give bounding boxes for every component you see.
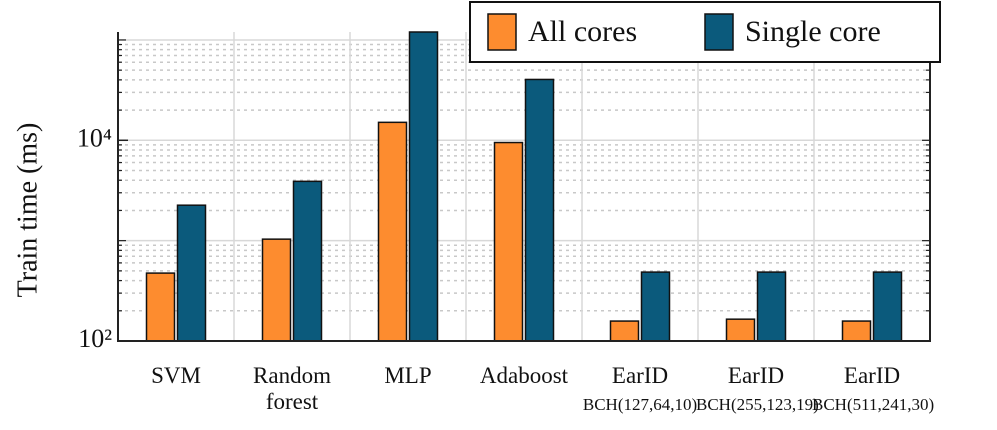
bar xyxy=(609,320,640,342)
x-tick-sublabel: BCH(255,123,19) xyxy=(696,395,819,414)
y-axis-label: Train time (ms) xyxy=(12,123,43,298)
bar xyxy=(524,78,555,342)
bar xyxy=(841,320,872,342)
x-tick-label: EarID xyxy=(611,363,669,388)
bar xyxy=(145,272,176,342)
y-tick-label: 10² xyxy=(78,324,112,353)
bar xyxy=(493,141,524,342)
x-tick-label: Adaboost xyxy=(479,363,569,388)
x-tick-label: EarID xyxy=(843,363,901,388)
legend-label: Single core xyxy=(745,15,881,48)
x-tick-sublabel: BCH(127,64,10) xyxy=(582,395,698,414)
bar xyxy=(408,31,439,342)
bar xyxy=(292,180,323,342)
bar xyxy=(377,121,408,342)
legend-label: All cores xyxy=(528,15,637,48)
bar xyxy=(640,271,671,342)
bar xyxy=(261,238,292,342)
bar xyxy=(756,271,787,342)
x-tick-sublabel: BCH(511,241,30) xyxy=(812,395,935,414)
bar xyxy=(725,318,756,342)
bar xyxy=(872,271,903,342)
legend-swatch xyxy=(487,13,517,51)
axis-frame xyxy=(117,32,931,342)
x-tick-label: EarID xyxy=(727,363,785,388)
x-tick-label: Random forest xyxy=(253,363,331,414)
y-tick-label: 10⁴ xyxy=(77,123,112,152)
legend-swatch xyxy=(704,13,734,51)
x-tick-label: MLP xyxy=(384,363,432,388)
x-tick-label: SVM xyxy=(151,363,201,388)
legend: All cores Single core xyxy=(469,1,941,63)
bar xyxy=(176,204,207,342)
